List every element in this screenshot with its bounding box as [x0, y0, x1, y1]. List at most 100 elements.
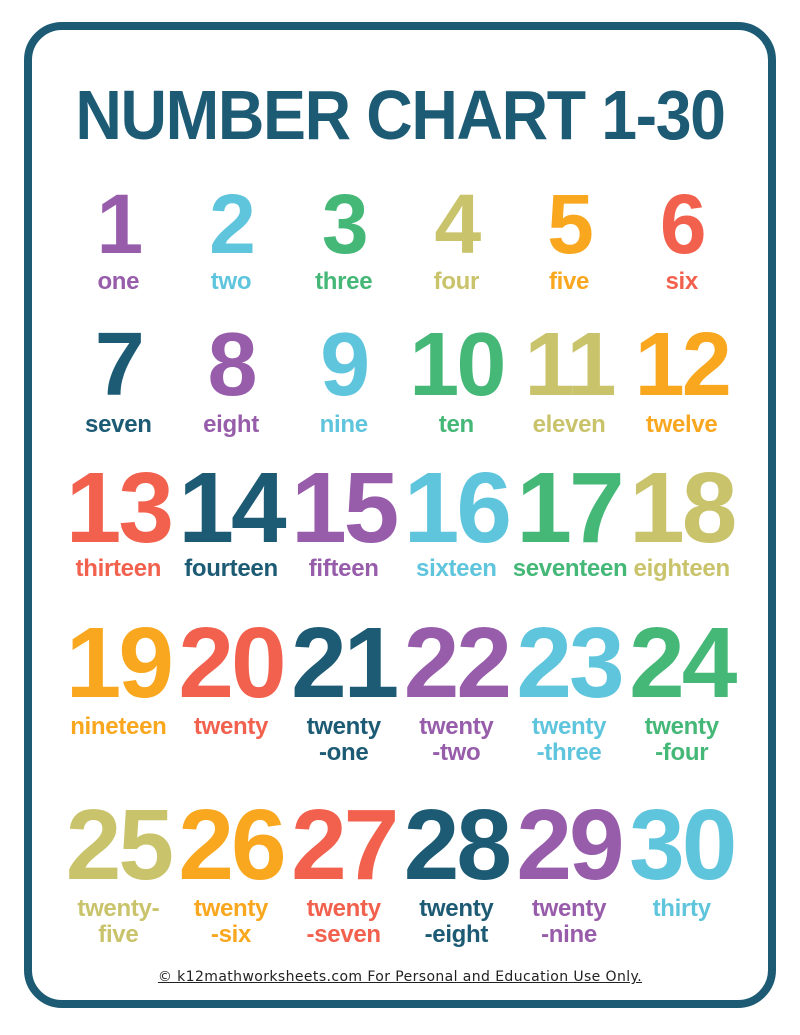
number-word: ten: [438, 411, 474, 438]
number-value: 20: [178, 607, 286, 719]
number-word: twenty -two: [419, 713, 494, 766]
number-cell-30: 30 thirty: [625, 789, 738, 948]
number-cell-8: 8 eight: [175, 315, 288, 438]
number-value: 3: [321, 177, 369, 271]
number-row-1: 1 one 2 two 3 three 4 four 5 five 6 six: [62, 177, 738, 295]
number-cell-5: 5 five: [513, 177, 626, 295]
number-value: 1: [96, 177, 143, 271]
number-value: 25: [65, 789, 174, 901]
number-word: four: [433, 268, 480, 295]
number-value: 11: [524, 315, 616, 415]
number-cell-22: 22 twenty -two: [400, 607, 513, 766]
number-cell-7: 7 seven: [62, 315, 175, 438]
number-word: fourteen: [184, 555, 278, 582]
number-value: 19: [65, 607, 174, 719]
number-word: twenty- five: [77, 895, 160, 948]
number-cell-19: 19 nineteen: [62, 607, 175, 766]
number-cell-25: 25 twenty- five: [62, 789, 175, 948]
number-word: eleven: [532, 411, 606, 438]
number-cell-23: 23 twenty -three: [513, 607, 626, 766]
number-cell-14: 14 fourteen: [175, 452, 288, 582]
number-value: 18: [629, 452, 737, 564]
number-word: nine: [319, 411, 368, 438]
number-word: thirteen: [75, 555, 162, 582]
page-title: NUMBER CHART 1-30: [75, 76, 726, 154]
number-cell-6: 6 six: [625, 177, 738, 295]
number-cell-27: 27 twenty -seven: [287, 789, 400, 948]
number-cell-18: 18 eighteen: [625, 452, 738, 582]
number-cell-24: 24 twenty -four: [625, 607, 738, 766]
number-value: 9: [320, 315, 370, 415]
number-word: sixteen: [416, 555, 497, 582]
number-grid: 1 one 2 two 3 three 4 four 5 five 6 six 7 seven 8 eight…: [62, 177, 738, 948]
number-value: 7: [94, 315, 145, 415]
number-value: 2: [209, 177, 256, 271]
number-cell-3: 3 three: [287, 177, 400, 295]
number-cell-28: 28 twenty -eight: [400, 789, 513, 948]
number-cell-17: 17 seventeen: [512, 452, 628, 582]
number-value: 27: [291, 789, 399, 901]
number-cell-1: 1 one: [62, 177, 175, 295]
number-word: twenty -six: [193, 895, 269, 948]
number-cell-15: 15 fifteen: [287, 452, 400, 582]
number-value: 22: [403, 607, 512, 719]
number-row-4: 19 nineteen 20 twenty 21 twenty -one 22 twenty …: [62, 607, 738, 766]
footer-credit-link[interactable]: © k12mathworksheets.com For Personal and…: [157, 969, 643, 985]
number-cell-16: 16 sixteen: [400, 452, 513, 582]
number-word: seventeen: [512, 555, 628, 582]
number-value: 28: [403, 789, 512, 901]
number-word: twenty -one: [306, 713, 382, 766]
number-word: twenty -three: [531, 713, 607, 766]
number-word: twenty: [193, 713, 269, 740]
number-word: twelve: [645, 411, 718, 438]
number-value: 24: [629, 607, 737, 719]
worksheet-border: NUMBER CHART 1-30 1 one 2 two 3 three 4 four 5 fi…: [24, 22, 776, 1008]
number-cell-4: 4 four: [400, 177, 513, 295]
number-cell-11: 11 eleven: [513, 315, 626, 438]
number-word: eighteen: [633, 555, 731, 582]
number-value: 6: [659, 177, 707, 271]
number-word: six: [665, 268, 698, 295]
number-word: twenty -four: [644, 713, 720, 766]
number-word: thirty: [652, 895, 712, 922]
number-value: 15: [291, 452, 399, 564]
number-row-3: 13 thirteen 14 fourteen 15 fifteen 16 sixteen 17…: [62, 452, 738, 582]
number-cell-12: 12 twelve: [625, 315, 738, 438]
number-value: 23: [516, 607, 624, 719]
number-word: twenty -eight: [419, 895, 494, 948]
number-word: two: [210, 268, 252, 295]
number-value: 21: [291, 607, 399, 719]
number-cell-29: 29 twenty -nine: [513, 789, 626, 948]
number-word: eight: [203, 411, 259, 438]
number-value: 5: [547, 177, 594, 271]
number-value: 14: [178, 452, 286, 564]
footer: © k12mathworksheets.com For Personal and…: [32, 968, 768, 986]
number-value: 29: [516, 789, 624, 901]
number-cell-2: 2 two: [175, 177, 288, 295]
number-word: three: [315, 268, 373, 295]
number-value: 12: [634, 315, 732, 415]
number-row-2: 7 seven 8 eight 9 nine 10 ten 11 eleven 12 twelve: [62, 315, 738, 438]
number-cell-13: 13 thirteen: [62, 452, 175, 582]
number-word: nineteen: [70, 713, 167, 740]
number-cell-26: 26 twenty -six: [175, 789, 288, 948]
number-cell-9: 9 nine: [287, 315, 400, 438]
number-word: seven: [85, 411, 152, 438]
number-cell-10: 10 ten: [400, 315, 513, 438]
number-word: twenty -seven: [306, 895, 382, 948]
number-value: 10: [409, 315, 506, 415]
number-cell-21: 21 twenty -one: [287, 607, 400, 766]
number-row-5: 25 twenty- five 26 twenty -six 27 twenty -sev…: [62, 789, 738, 948]
number-value: 4: [434, 177, 481, 271]
number-word: fifteen: [308, 555, 379, 582]
number-value: 30: [629, 789, 737, 901]
number-value: 16: [403, 452, 512, 564]
number-value: 8: [207, 315, 257, 415]
number-value: 26: [178, 789, 286, 901]
number-value: 13: [65, 452, 174, 564]
number-word: five: [548, 268, 590, 295]
number-cell-20: 20 twenty: [175, 607, 288, 766]
number-value: 17: [516, 452, 624, 564]
number-word: twenty -nine: [531, 895, 607, 948]
number-word: one: [97, 268, 140, 295]
